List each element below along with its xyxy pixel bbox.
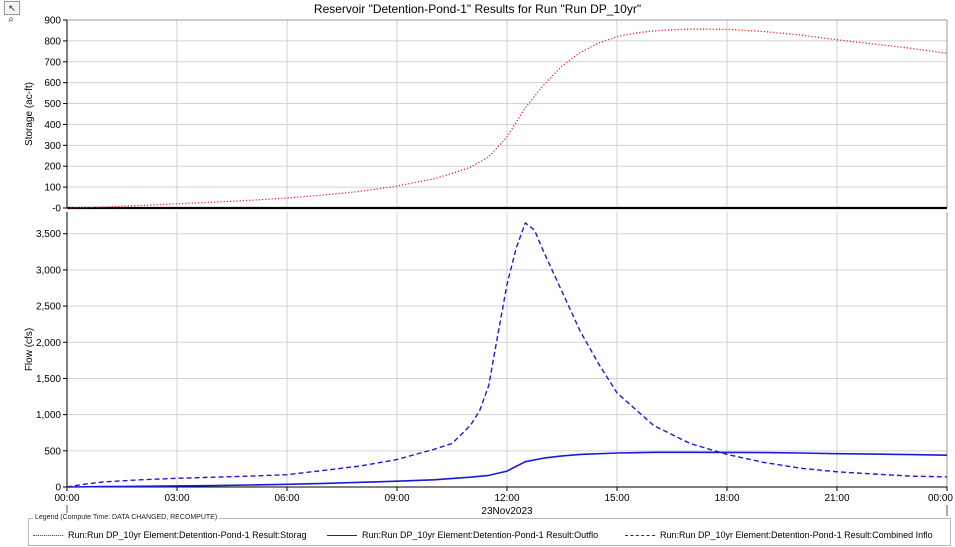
x-tick-label: 09:00 — [384, 493, 409, 504]
y-tick-label: 100 — [44, 183, 61, 194]
y-tick-label: 3,000 — [36, 265, 61, 276]
y-tick-label: 500 — [44, 99, 61, 110]
chart-title: Reservoir "Detention-Pond-1" Results for… — [313, 2, 642, 16]
legend-label-outflow: Run:Run DP_10yr Element:Detention-Pond-1… — [362, 530, 599, 540]
magnifier-icon[interactable]: ⌕ — [8, 14, 14, 25]
x-tick-label: 21:00 — [824, 493, 849, 504]
y-tick-label: 2,500 — [36, 302, 61, 313]
y-tick-label: 1,500 — [36, 374, 61, 385]
legend-item-outflow: Run:Run DP_10yr Element:Detention-Pond-1… — [327, 529, 598, 541]
y-tick-label: 300 — [44, 141, 61, 152]
x-tick-label: 15:00 — [604, 493, 629, 504]
y-tick-label: -0 — [52, 204, 61, 215]
y-tick-label: 0 — [55, 483, 61, 494]
y-tick-label: 2,000 — [36, 338, 61, 349]
legend-label-combined-inflow: Run:Run DP_10yr Element:Detention-Pond-1… — [660, 530, 933, 540]
y-tick-label: 3,500 — [36, 229, 61, 240]
x-tick-label: 00:00 — [928, 493, 953, 504]
y-tick-label: 600 — [44, 78, 61, 89]
y-tick-label: 200 — [44, 162, 61, 173]
legend-swatch-combined-inflow — [625, 535, 655, 537]
legend-label-storage: Run:Run DP_10yr Element:Detention-Pond-1… — [68, 530, 307, 540]
series-storage-line — [66, 28, 948, 209]
x-tick-label: 03:00 — [164, 493, 189, 504]
y-tick-label: 800 — [44, 36, 61, 47]
series-combined-inflow-line — [66, 222, 948, 488]
legend-swatch-storage — [33, 535, 63, 537]
y-axis-label: Storage (ac-ft) — [24, 82, 35, 146]
y-tick-label: 500 — [44, 446, 61, 457]
legend-item-storage: Run:Run DP_10yr Element:Detention-Pond-1… — [33, 529, 307, 541]
legend-item-combined-inflow: Run:Run DP_10yr Element:Detention-Pond-1… — [625, 529, 933, 541]
series-outflow-line — [66, 451, 948, 488]
y-axis-label: Flow (cfs) — [24, 328, 35, 371]
x-tick-label: 18:00 — [714, 493, 739, 504]
y-tick-label: 400 — [44, 120, 61, 131]
x-tick-label: 06:00 — [274, 493, 299, 504]
x-date-label: 23Nov2023 — [481, 506, 533, 517]
y-tick-label: 700 — [44, 57, 61, 68]
legend: Legend (Compute Time: DATA CHANGED, RECO… — [28, 513, 951, 546]
cursor-arrow-icon[interactable]: ↖ — [4, 1, 20, 15]
legend-swatch-outflow — [327, 535, 357, 537]
y-tick-label: 1,000 — [36, 410, 61, 421]
y-tick-label: 900 — [44, 16, 61, 27]
x-tick-label: 12:00 — [494, 493, 519, 504]
x-tick-label: 00:00 — [54, 493, 79, 504]
legend-heading: Legend (Compute Time: DATA CHANGED, RECO… — [33, 513, 220, 523]
